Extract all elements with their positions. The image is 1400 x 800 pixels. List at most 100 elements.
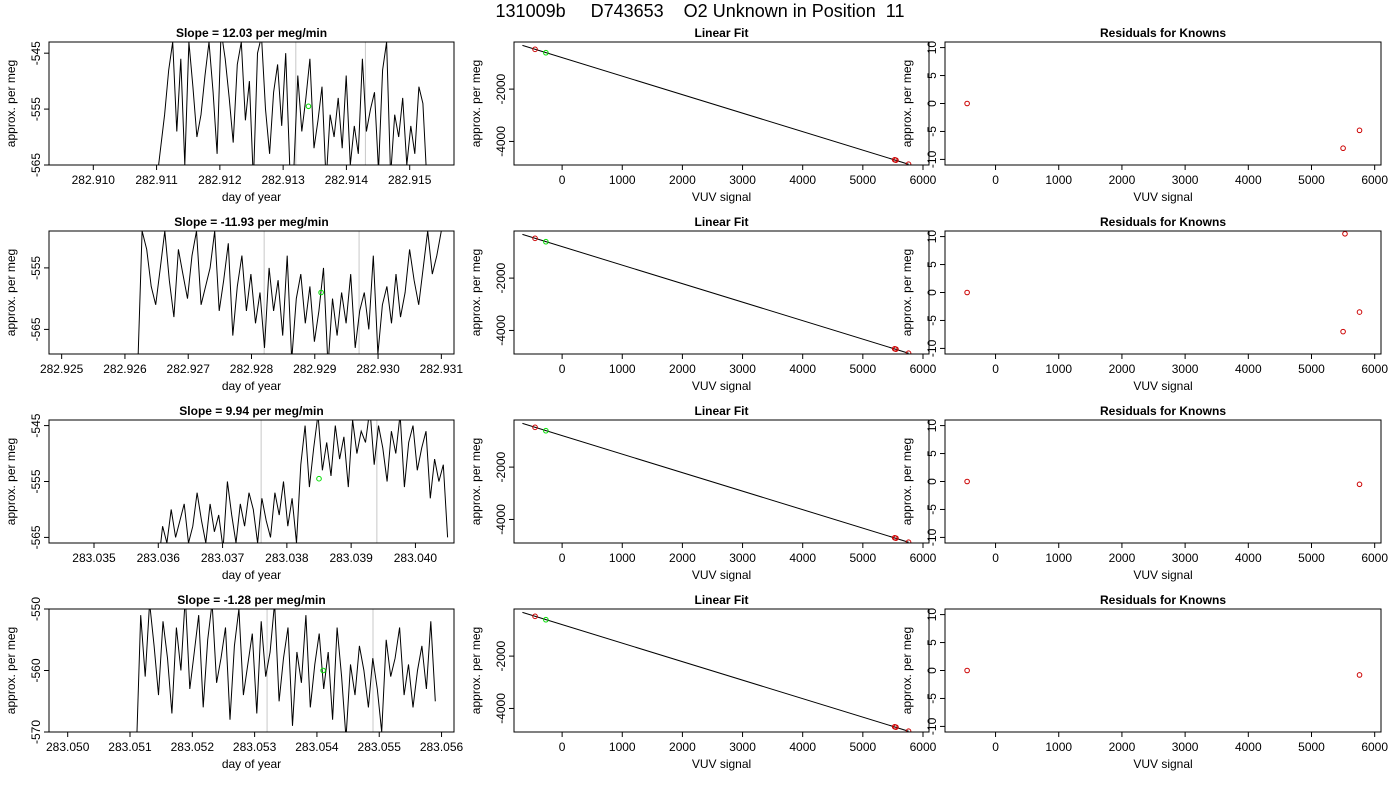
x-tick-label: 0 bbox=[992, 173, 999, 187]
y-tick-label: -2000 bbox=[494, 262, 508, 293]
y-axis-label: approx. per meg bbox=[900, 627, 914, 714]
x-tick-label: 282.931 bbox=[420, 362, 464, 376]
x-tick-label: 6000 bbox=[1361, 362, 1388, 376]
data-layer bbox=[522, 44, 912, 165]
residual-point bbox=[1342, 231, 1348, 237]
x-tick-label: 5000 bbox=[1298, 362, 1325, 376]
x-tick-label: 3000 bbox=[729, 362, 756, 376]
data-layer bbox=[522, 233, 912, 354]
y-tick-label: 5 bbox=[925, 72, 939, 79]
resid-panel-row-2: Residuals for Knowns 0 1000 2000 3000 4000 500… bbox=[900, 215, 1388, 393]
x-tick-label: 282.930 bbox=[356, 362, 400, 376]
y-tick-label: 0 bbox=[925, 100, 939, 107]
y-tick-label: -5 bbox=[925, 504, 939, 515]
known-point bbox=[905, 350, 912, 354]
plot-frame bbox=[48, 230, 455, 355]
fit-line bbox=[522, 44, 909, 165]
x-tick-label: 3000 bbox=[729, 740, 756, 754]
y-axis-label: approx. per meg bbox=[4, 60, 18, 147]
x-axis-label: VUV signal bbox=[692, 379, 751, 393]
y-tick-label: 0 bbox=[925, 667, 939, 674]
data-layer bbox=[158, 42, 427, 165]
x-tick-label: 283.052 bbox=[171, 740, 215, 754]
x-axis-label: VUV signal bbox=[692, 568, 751, 582]
x-tick-label: 5000 bbox=[849, 362, 876, 376]
fit-panel-row-2: Linear Fit 0 1000 2000 3000 4000 5000 6000 -4000… bbox=[469, 215, 937, 393]
x-tick-label: 2000 bbox=[669, 551, 696, 565]
x-tick-label: 282.928 bbox=[230, 362, 274, 376]
panel-title: Linear Fit bbox=[694, 215, 748, 229]
plot-frame bbox=[513, 41, 930, 166]
unknown-point bbox=[543, 238, 549, 245]
data-layer bbox=[964, 478, 1363, 488]
x-tick-label: 6000 bbox=[1361, 551, 1388, 565]
y-tick-label: -4000 bbox=[494, 315, 508, 346]
y-tick-label: 0 bbox=[925, 478, 939, 485]
data-layer bbox=[136, 609, 436, 732]
x-tick-label: 0 bbox=[559, 551, 566, 565]
data-layer bbox=[964, 231, 1363, 335]
panel-title: Slope = 9.94 per meg/min bbox=[179, 404, 323, 418]
x-tick-label: 282.911 bbox=[135, 173, 178, 187]
y-tick-label: -560 bbox=[29, 658, 43, 682]
x-tick-label: 282.913 bbox=[261, 173, 305, 187]
y-tick-label: -10 bbox=[925, 528, 939, 546]
known-point bbox=[893, 346, 899, 352]
x-tick-label: 6000 bbox=[910, 173, 937, 187]
data-layer bbox=[160, 420, 449, 543]
x-tick-label: 0 bbox=[992, 740, 999, 754]
x-axis-label: day of year bbox=[222, 568, 281, 582]
y-tick-label: -550 bbox=[29, 597, 43, 621]
time-panel-row-3: Slope = 9.94 per meg/min 283.035 283.036 28… bbox=[4, 404, 455, 582]
residual-point bbox=[964, 100, 970, 107]
plot-frame bbox=[944, 230, 1382, 355]
x-tick-label: 282.927 bbox=[167, 362, 211, 376]
y-tick-label: -565 bbox=[29, 317, 43, 341]
plot-frame bbox=[944, 41, 1382, 166]
y-tick-label: -2000 bbox=[494, 640, 508, 671]
y-tick-label: 0 bbox=[925, 289, 939, 296]
signal-trace bbox=[160, 420, 449, 543]
plot-frame bbox=[513, 230, 930, 355]
y-tick-label: -2000 bbox=[494, 73, 508, 104]
x-tick-label: 283.055 bbox=[358, 740, 402, 754]
x-tick-label: 283.036 bbox=[137, 551, 181, 565]
data-layer bbox=[964, 667, 1363, 678]
signal-trace bbox=[158, 42, 427, 165]
residual-point bbox=[1356, 309, 1363, 315]
y-tick-label: -5 bbox=[925, 693, 939, 704]
known-point bbox=[905, 161, 912, 165]
x-tick-label: 1000 bbox=[1045, 173, 1072, 187]
x-tick-label: 283.039 bbox=[329, 551, 373, 565]
x-tick-label: 6000 bbox=[910, 362, 937, 376]
x-tick-label: 6000 bbox=[1361, 740, 1388, 754]
x-tick-label: 283.053 bbox=[233, 740, 277, 754]
x-tick-label: 6000 bbox=[1361, 173, 1388, 187]
x-tick-label: 282.926 bbox=[103, 362, 147, 376]
panel-title: Linear Fit bbox=[694, 26, 748, 40]
x-tick-label: 4000 bbox=[789, 173, 816, 187]
known-point bbox=[893, 157, 899, 163]
x-axis-label: day of year bbox=[222, 379, 281, 393]
y-tick-label: -10 bbox=[925, 717, 939, 735]
panel-title: Slope = -1.28 per meg/min bbox=[177, 593, 325, 607]
x-tick-label: 2000 bbox=[1109, 551, 1136, 565]
x-axis-label: VUV signal bbox=[692, 757, 751, 771]
known-point bbox=[893, 535, 899, 541]
y-axis-label: approx. per meg bbox=[900, 249, 914, 336]
mean-point-marker bbox=[305, 103, 312, 110]
x-tick-label: 283.054 bbox=[295, 740, 339, 754]
fit-panel-row-3: Linear Fit 0 1000 2000 3000 4000 5000 6000 -4000… bbox=[469, 404, 937, 582]
x-tick-label: 2000 bbox=[669, 740, 696, 754]
x-tick-label: 282.914 bbox=[325, 173, 369, 187]
x-tick-label: 4000 bbox=[1235, 551, 1262, 565]
x-tick-label: 4000 bbox=[1235, 740, 1262, 754]
resid-panel-row-4: Residuals for Knowns 0 1000 2000 3000 4000 500… bbox=[900, 593, 1388, 771]
mean-point-marker bbox=[318, 289, 324, 296]
known-point bbox=[532, 613, 538, 620]
panel-title: Linear Fit bbox=[694, 593, 748, 607]
fit-panel-row-4: Linear Fit 0 1000 2000 3000 4000 5000 6000 -4000… bbox=[469, 593, 937, 771]
x-tick-label: 5000 bbox=[849, 173, 876, 187]
x-axis-label: VUV signal bbox=[1133, 190, 1192, 204]
